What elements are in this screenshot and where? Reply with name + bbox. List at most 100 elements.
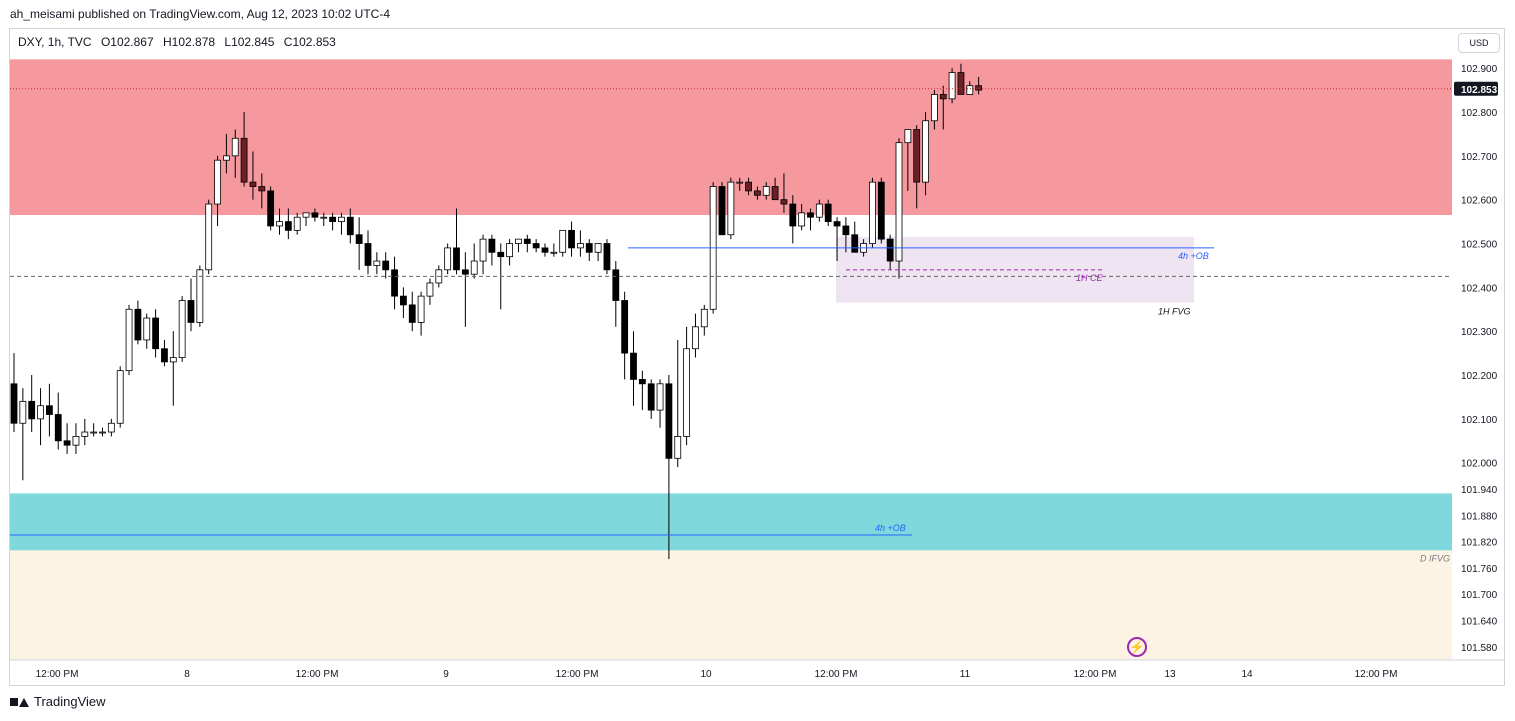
candle-body [904,129,912,144]
y-tick-label: 101.880 [1461,511,1498,522]
label-1h-ce: 1H CE [1076,273,1104,283]
label-4h-ob-upper: 4h +OB [1178,251,1209,261]
candle-body [293,216,301,231]
candle-body [346,216,354,236]
candle-body [692,326,699,350]
candle-body [842,225,850,236]
low-value: L102.845 [224,35,275,49]
candle-body [754,190,761,196]
chart-frame [9,28,1505,686]
candle-body [284,221,292,231]
candle-body [231,137,239,157]
candle-body [886,238,894,262]
candle-body [656,383,664,411]
candle-body [214,159,221,205]
candle-body [444,247,452,271]
candle-body [550,251,558,254]
currency-button[interactable]: USD [1458,33,1500,53]
y-tick-label: 102.200 [1461,371,1498,382]
y-tick-label: 101.580 [1461,643,1498,654]
candle-body [10,383,18,424]
candle-body [72,436,80,446]
candle-body [426,282,434,297]
candle-body [877,181,885,240]
candle-body [771,186,779,201]
candle-body [789,203,797,227]
candle-body [169,357,177,363]
candle-body [939,94,947,100]
candle-body [63,440,71,446]
candle-body [568,229,575,249]
y-tick-label: 102.500 [1461,240,1498,251]
footer-brand[interactable]: TradingView [34,694,106,709]
candle-body [638,379,646,385]
y-tick-label: 101.640 [1461,617,1498,628]
candle-body [196,269,204,323]
candle-body [541,247,549,253]
candle-body [187,300,195,323]
x-tick-label: 12:00 PM [296,669,339,680]
x-tick-label: 9 [443,669,449,680]
candle-body [922,120,929,183]
candle-body [497,251,505,258]
candle-body [824,203,832,222]
lightning-bolt-icon[interactable]: ⚡ [1127,637,1147,657]
candle-body [152,317,160,350]
symbol-legend: DXY, 1h, TVC O102.867 H102.878 L102.845 … [18,35,342,49]
candle-body [594,243,602,253]
y-tick-label: 102.700 [1461,152,1498,163]
last-price-badge [1454,81,1498,96]
candle-body [99,431,106,434]
y-tick-label: 102.600 [1461,196,1498,207]
candle-body [665,383,673,459]
candle-body [895,142,903,262]
candle-body [815,203,823,218]
candle-body [37,405,44,420]
candle-body [948,72,956,100]
candle-body [54,414,62,442]
candle-body [46,405,53,415]
candle-body [869,181,876,244]
candle-body [19,400,27,424]
y-tick-label: 101.940 [1461,485,1498,496]
candle-body [833,221,841,227]
candle-body [143,317,151,341]
y-tick-label: 102.400 [1461,283,1498,294]
close-value: C102.853 [283,35,336,49]
candle-body [975,85,983,91]
candle-body [515,238,522,244]
label-d-ifvg: D IFVG [1420,553,1450,563]
candle-body [559,229,567,253]
candle-body [408,304,416,323]
candle-body [249,181,257,187]
tradingview-logo-icon [10,696,29,708]
candle-body [116,370,124,424]
candle-body [851,234,859,253]
candle-body [603,243,611,271]
x-tick-label: 11 [960,669,971,680]
label-1h-fvg: 1H FVG [1158,307,1191,317]
candle-body [320,216,328,219]
x-tick-label: 10 [700,669,712,680]
candle-body [81,431,89,437]
x-tick-label: 12:00 PM [1074,669,1117,680]
candle-body [727,181,735,236]
candle-body [931,94,938,122]
candle-body [161,348,168,363]
candle-body [391,269,398,297]
candle-body [338,216,345,222]
ticker-label[interactable]: DXY, 1h, TVC [18,35,92,49]
x-tick-label: 8 [184,669,190,680]
candle-body [674,436,682,459]
candle-body [28,400,36,420]
candle-body [621,300,629,354]
x-tick-label: 12:00 PM [36,669,79,680]
high-value: H102.878 [163,35,216,49]
x-tick-label: 14 [1241,669,1253,680]
candle-body [90,431,98,434]
candle-body [630,352,637,380]
candle-body [780,199,788,205]
d-ifvg-zone [10,550,1452,660]
candle-body [417,295,425,323]
